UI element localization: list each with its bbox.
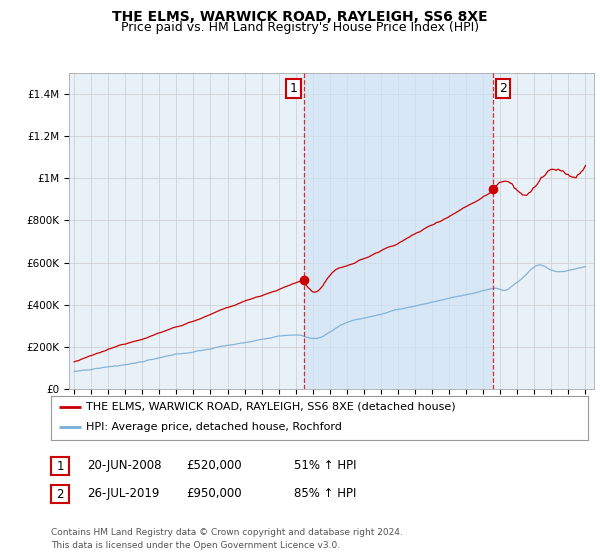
Text: THE ELMS, WARWICK ROAD, RAYLEIGH, SS6 8XE: THE ELMS, WARWICK ROAD, RAYLEIGH, SS6 8X…	[112, 10, 488, 24]
Text: 2: 2	[499, 82, 507, 95]
Text: £950,000: £950,000	[186, 487, 242, 501]
Text: 1: 1	[56, 460, 64, 473]
Text: 26-JUL-2019: 26-JUL-2019	[87, 487, 160, 501]
Text: 1: 1	[290, 82, 298, 95]
Text: Price paid vs. HM Land Registry's House Price Index (HPI): Price paid vs. HM Land Registry's House …	[121, 21, 479, 34]
Text: £520,000: £520,000	[186, 459, 242, 473]
Bar	[304, 73, 493, 389]
Text: 85% ↑ HPI: 85% ↑ HPI	[294, 487, 356, 501]
Text: Contains HM Land Registry data © Crown copyright and database right 2024.
This d: Contains HM Land Registry data © Crown c…	[51, 528, 403, 550]
Text: HPI: Average price, detached house, Rochford: HPI: Average price, detached house, Roch…	[86, 422, 342, 432]
Text: 20-JUN-2008: 20-JUN-2008	[87, 459, 161, 473]
Text: 2: 2	[56, 488, 64, 501]
Text: THE ELMS, WARWICK ROAD, RAYLEIGH, SS6 8XE (detached house): THE ELMS, WARWICK ROAD, RAYLEIGH, SS6 8X…	[86, 402, 455, 412]
Text: 51% ↑ HPI: 51% ↑ HPI	[294, 459, 356, 473]
